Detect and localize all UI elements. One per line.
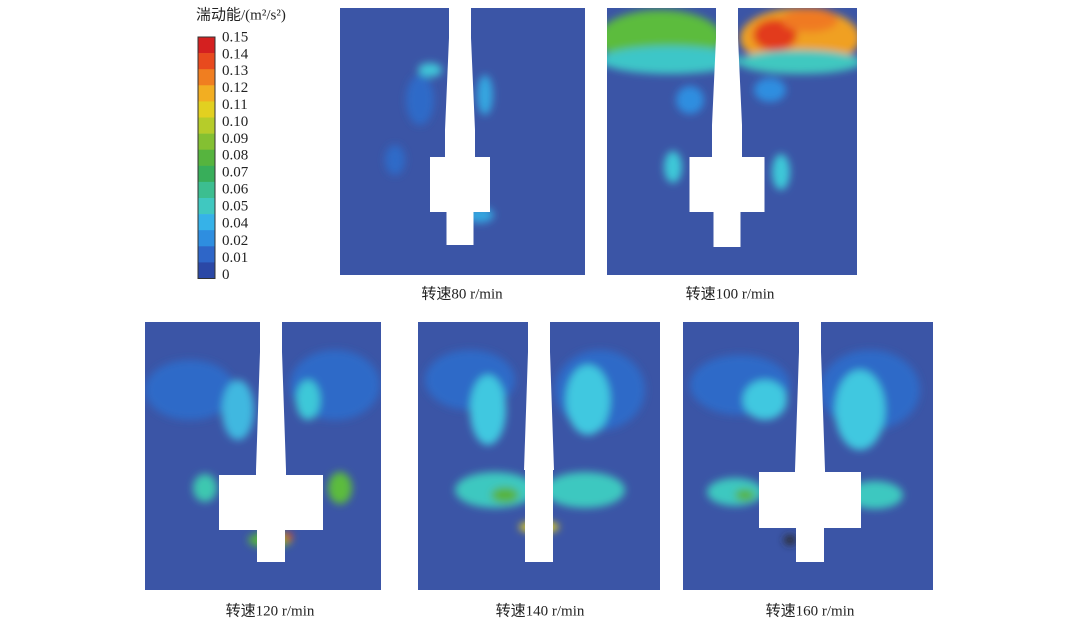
stirrer <box>689 8 765 247</box>
turbulence-region <box>406 75 434 125</box>
colorbar-band <box>198 214 215 231</box>
contour-panel: 转速80 r/min <box>340 8 585 302</box>
colorbar-label: 0.12 <box>222 80 248 96</box>
colorbar-band <box>198 133 215 150</box>
colorbar-band <box>198 85 215 102</box>
blobs <box>145 350 380 548</box>
colorbar-label: 0.11 <box>222 97 248 113</box>
turbulence-region <box>754 78 786 102</box>
turbulence-region <box>607 46 740 74</box>
colorbar-label: 0.14 <box>222 46 249 62</box>
colorbar-band <box>198 198 215 215</box>
colorbar-label: 0.15 <box>222 29 248 45</box>
turbulence-region <box>470 375 506 445</box>
blobs <box>690 350 920 545</box>
colorbar-band <box>198 181 215 199</box>
turbulence-region <box>477 75 493 115</box>
colorbar-band <box>198 53 215 70</box>
colorbar-label: 0.10 <box>222 114 248 130</box>
turbulence-region <box>753 19 797 51</box>
turbulence-region <box>296 380 320 420</box>
blobs <box>607 8 857 190</box>
contour-panel: 转速140 r/min <box>418 322 660 619</box>
colorbar-band <box>198 230 215 247</box>
turbulence-region <box>738 50 857 74</box>
contour-panel: 转速160 r/min <box>683 322 933 619</box>
turbulence-region <box>835 370 885 450</box>
colorbar-label: 0.01 <box>222 250 248 266</box>
colorbar-band <box>198 117 215 134</box>
turbulence-region <box>743 380 787 420</box>
stirrer <box>219 322 323 562</box>
colorbar-band <box>198 262 215 279</box>
turbulence-region <box>145 360 235 420</box>
blobs <box>425 350 645 533</box>
colorbar-band <box>198 246 215 263</box>
panel-caption: 转速160 r/min <box>766 602 855 619</box>
colorbar-label: 0 <box>222 267 230 283</box>
colorbar-band <box>198 165 215 183</box>
colorbar-label: 0.07 <box>222 165 249 181</box>
colorbar-label: 0.09 <box>222 131 248 147</box>
turbulence-region <box>491 487 519 503</box>
colorbar-label: 0.08 <box>222 148 248 164</box>
stirrer <box>759 322 861 562</box>
colorbar-label: 0.04 <box>222 215 249 231</box>
turbulence-region <box>222 380 254 440</box>
panel-caption: 转速100 r/min <box>686 285 775 302</box>
colorbar-band <box>198 37 215 54</box>
panel-caption: 转速80 r/min <box>421 285 503 302</box>
turbulence-region <box>284 532 292 542</box>
colorbar-label: 0.13 <box>222 63 248 79</box>
colorbar-label: 0.05 <box>222 198 248 214</box>
colorbar-frame <box>197 36 216 279</box>
colorbar-label: 0.02 <box>222 233 248 249</box>
panel-caption: 转速140 r/min <box>496 602 585 619</box>
turbulence-region <box>193 474 217 502</box>
turbulence-region <box>782 8 838 32</box>
stirrer <box>524 322 554 562</box>
colorbar: 0.150.140.130.120.110.100.090.080.070.06… <box>197 29 249 283</box>
turbulence-region <box>566 365 610 435</box>
turbulence-region <box>664 151 682 183</box>
turbulence-region <box>385 145 405 175</box>
turbulence-region <box>418 63 442 77</box>
turbulence-region <box>735 489 755 501</box>
turbulence-region <box>707 478 763 506</box>
colorbar-label: 0.06 <box>222 182 249 198</box>
turbulence-region <box>772 154 790 190</box>
contour-panel: 转速100 r/min <box>607 8 857 302</box>
turbulence-region <box>784 535 796 545</box>
colorbar-band <box>198 149 215 167</box>
stirrer <box>430 8 490 245</box>
legend-title: 湍动能/(m²/s²) <box>196 6 286 23</box>
panel-caption: 转速120 r/min <box>226 602 315 619</box>
turbulence-region <box>328 472 352 504</box>
blobs <box>385 63 494 223</box>
turbulence-region <box>545 472 625 508</box>
turbulence-region <box>676 86 704 114</box>
colorbar-band <box>198 69 215 86</box>
panels: 转速80 r/min 转速100 r/min 转速120 r/min 转速140 r/… <box>145 8 933 619</box>
colorbar-band <box>198 101 215 118</box>
contour-panel: 转速120 r/min <box>145 322 381 619</box>
